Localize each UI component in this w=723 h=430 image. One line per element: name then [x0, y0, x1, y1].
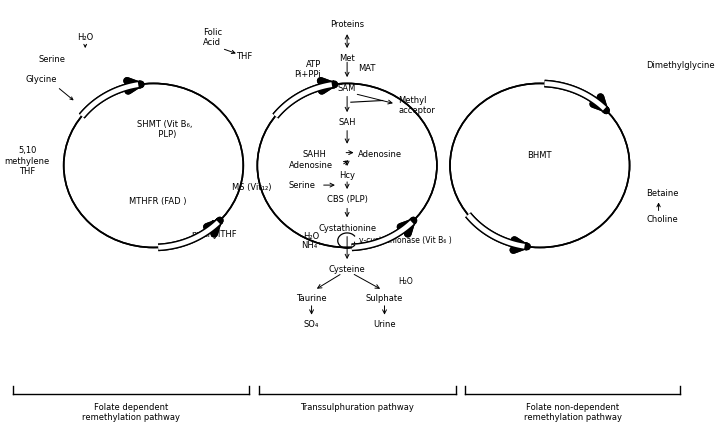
Text: SAM: SAM [338, 84, 356, 93]
Text: Cysteine: Cysteine [329, 264, 366, 273]
Text: Adenosine: Adenosine [359, 150, 403, 159]
Text: 5-
methylTHF: 5- methylTHF [192, 220, 237, 239]
Text: Cystathionine: Cystathionine [318, 224, 376, 233]
Text: Folate dependent
remethylation pathway: Folate dependent remethylation pathway [82, 403, 180, 422]
Text: THF: THF [236, 52, 252, 61]
Text: Dimethylglycine: Dimethylglycine [646, 61, 715, 70]
Text: Choline: Choline [646, 215, 678, 224]
Circle shape [262, 88, 432, 243]
Text: Folic
Acid: Folic Acid [203, 28, 222, 47]
Text: Met: Met [339, 54, 355, 63]
Text: BHMT: BHMT [528, 150, 552, 160]
Text: SAH: SAH [338, 118, 356, 127]
Text: SO₄: SO₄ [304, 320, 320, 329]
Circle shape [69, 88, 238, 243]
Text: Taurine: Taurine [296, 294, 327, 303]
Text: H₂O: H₂O [304, 232, 320, 241]
Text: MTHFR (FAD ): MTHFR (FAD ) [129, 197, 187, 206]
Text: Sulphate: Sulphate [366, 294, 403, 303]
Text: Methyl
acceptor: Methyl acceptor [398, 96, 435, 115]
Text: Pi+PPi: Pi+PPi [294, 71, 321, 80]
Text: Folate non-dependent
remethylation pathway: Folate non-dependent remethylation pathw… [523, 403, 622, 422]
Text: SHMT (Vit B₆,
  PLP): SHMT (Vit B₆, PLP) [137, 120, 192, 139]
Text: Betaine: Betaine [646, 189, 679, 198]
Text: Serine: Serine [39, 55, 66, 64]
Text: CBS (PLP): CBS (PLP) [327, 195, 367, 204]
Text: Serine: Serine [288, 181, 316, 190]
Text: H₂O: H₂O [77, 33, 93, 42]
Circle shape [455, 88, 625, 243]
Text: MAT: MAT [359, 64, 376, 73]
Text: ATP: ATP [306, 60, 321, 69]
Text: Hcy: Hcy [339, 171, 355, 180]
Text: MS (Vit₁₂): MS (Vit₁₂) [232, 183, 271, 192]
Text: Proteins: Proteins [330, 20, 364, 29]
Text: γ-cystathionase (Vit B₆ ): γ-cystathionase (Vit B₆ ) [359, 236, 452, 245]
Text: SAHH: SAHH [303, 150, 327, 159]
Text: Adenosine: Adenosine [289, 161, 333, 170]
Text: H₂O: H₂O [398, 277, 414, 286]
Text: 5,10
methylene
THF: 5,10 methylene THF [4, 146, 50, 176]
Text: Glycine: Glycine [25, 76, 57, 85]
Text: Urine: Urine [373, 320, 395, 329]
Text: Transsulphuration pathway: Transsulphuration pathway [301, 403, 414, 412]
Text: NH₄⁺: NH₄⁺ [301, 241, 322, 250]
